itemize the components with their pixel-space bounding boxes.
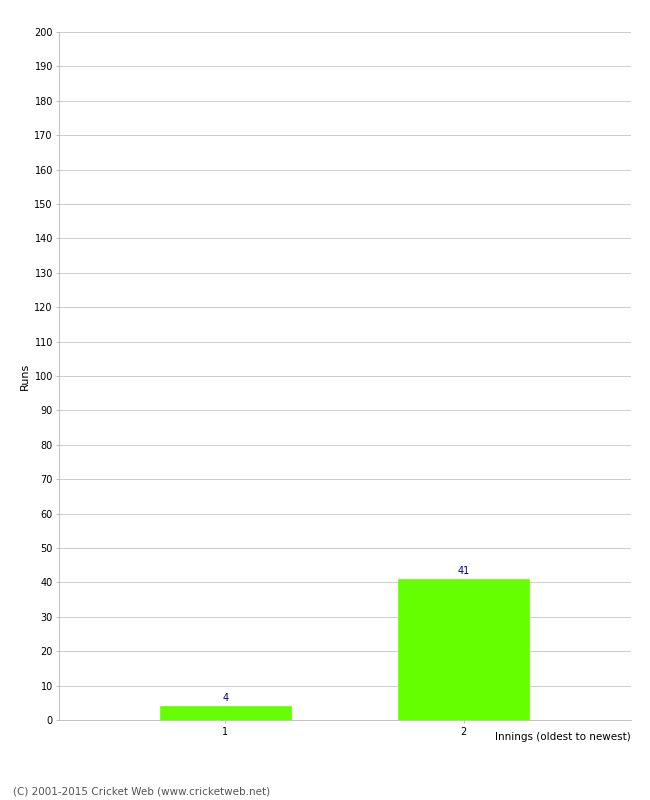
- Text: (C) 2001-2015 Cricket Web (www.cricketweb.net): (C) 2001-2015 Cricket Web (www.cricketwe…: [13, 786, 270, 796]
- Bar: [398, 579, 529, 720]
- Y-axis label: Runs: Runs: [20, 362, 31, 390]
- Text: 4: 4: [222, 693, 228, 702]
- Text: Innings (oldest to newest): Innings (oldest to newest): [495, 732, 630, 742]
- Text: 41: 41: [458, 566, 470, 575]
- Bar: [160, 706, 291, 720]
